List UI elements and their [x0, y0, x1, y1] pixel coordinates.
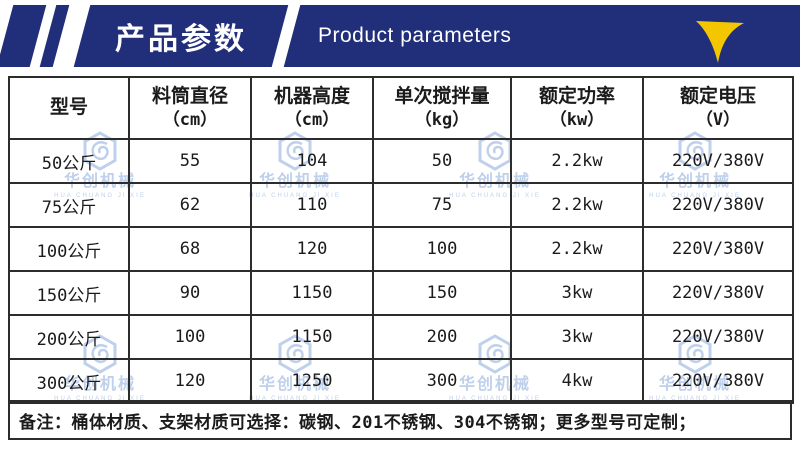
page-title: 产品参数	[115, 23, 247, 56]
table-cell: 62	[128, 182, 252, 228]
table-cell: 220V/380V	[642, 358, 794, 404]
product-parameters-table: 型号 料筒直径 （cm） 机器高度 （cm） 单次搅拌量 （kg） 额定功率 （kw） 额定电压（…	[8, 76, 794, 404]
table-cell: 3kw	[510, 270, 644, 316]
table-cell: 2.2kw	[510, 138, 644, 184]
table-cell: 100公斤	[8, 226, 130, 272]
table-cell: 120	[250, 226, 374, 272]
note-text: 备注：桶体材质、支架材质可选择：碳钢、201不锈钢、304不锈钢；更多型号可定制…	[19, 412, 696, 433]
table-cell: 2.2kw	[510, 226, 644, 272]
table-cell: 100	[128, 314, 252, 360]
table-cell: 200	[372, 314, 512, 360]
column-header: 单次搅拌量 （kg）	[372, 76, 512, 140]
table-cell: 300公斤	[8, 358, 130, 404]
table-cell: 4kw	[510, 358, 644, 404]
banner-stripe-2	[39, 5, 70, 67]
column-header: 料筒直径 （cm）	[128, 76, 252, 140]
column-header: 额定功率 （kw）	[510, 76, 644, 140]
table-cell: 68	[128, 226, 252, 272]
table-cell: 90	[128, 270, 252, 316]
table-cell: 50公斤	[8, 138, 130, 184]
table-cell: 220V/380V	[642, 314, 794, 360]
column-header: 机器高度 （cm）	[250, 76, 374, 140]
table-cell: 300	[372, 358, 512, 404]
table-cell: 150	[372, 270, 512, 316]
table-row: 50公斤 55 104 50 2.2kw 220V/380V	[8, 138, 794, 184]
table-row: 150公斤 90 1150 150 3kw 220V/380V	[8, 270, 794, 316]
table-row: 100公斤 68 120 100 2.2kw 220V/380V	[8, 226, 794, 272]
table-cell: 110	[250, 182, 374, 228]
table-cell: 220V/380V	[642, 182, 794, 228]
table-cell: 3kw	[510, 314, 644, 360]
column-header: 型号	[8, 76, 130, 140]
table-cell: 55	[128, 138, 252, 184]
table-cell: 75公斤	[8, 182, 130, 228]
table-cell: 1250	[250, 358, 374, 404]
banner-stripe-1	[0, 5, 47, 67]
table-cell: 220V/380V	[642, 138, 794, 184]
header-banner: 产品参数 Product parameters	[0, 0, 800, 70]
note-row: 备注：桶体材质、支架材质可选择：碳钢、201不锈钢、304不锈钢；更多型号可定制…	[8, 400, 792, 440]
table-cell: 220V/380V	[642, 226, 794, 272]
table-cell: 1150	[250, 270, 374, 316]
table-cell: 200公斤	[8, 314, 130, 360]
table-body: 50公斤 55 104 50 2.2kw 220V/380V 75公斤 62 110 75 2.2k…	[8, 138, 794, 404]
table-cell: 150公斤	[8, 270, 130, 316]
table-cell: 2.2kw	[510, 182, 644, 228]
table-cell: 1150	[250, 314, 374, 360]
table-cell: 120	[128, 358, 252, 404]
table-header-row: 型号 料筒直径 （cm） 机器高度 （cm） 单次搅拌量 （kg） 额定功率 （kw） 额定电压（…	[8, 76, 794, 140]
table-cell: 104	[250, 138, 374, 184]
table-row: 200公斤 100 1150 200 3kw 220V/380V	[8, 314, 794, 360]
page-subtitle: Product parameters	[318, 24, 512, 47]
table-cell: 220V/380V	[642, 270, 794, 316]
table-cell: 100	[372, 226, 512, 272]
yellow-arrow-icon	[696, 21, 744, 63]
table-cell: 75	[372, 182, 512, 228]
table-row: 300公斤 120 1250 300 4kw 220V/380V	[8, 358, 794, 404]
column-header: 额定电压 （V）	[642, 76, 794, 140]
table-cell: 50	[372, 138, 512, 184]
table-row: 75公斤 62 110 75 2.2kw 220V/380V	[8, 182, 794, 228]
